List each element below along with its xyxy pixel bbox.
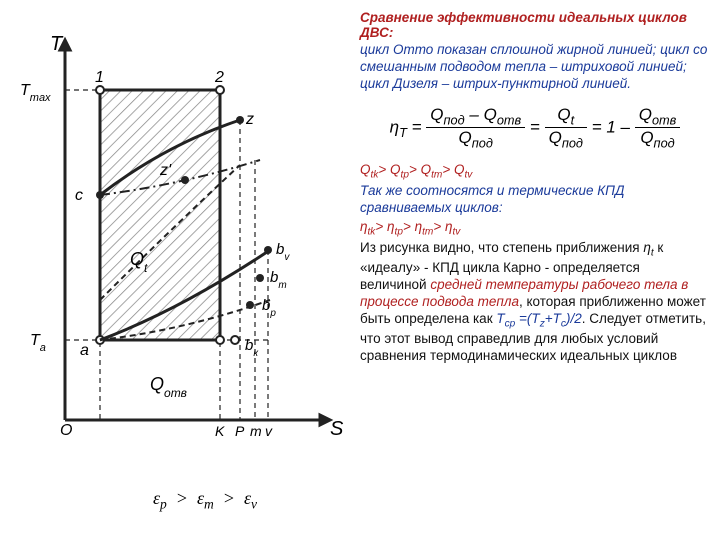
svg-text:bv: bv bbox=[276, 241, 290, 263]
svg-text:v: v bbox=[265, 423, 273, 439]
origin-label: O bbox=[60, 422, 72, 439]
svg-text:bm: bm bbox=[270, 269, 287, 291]
so-text: Так же соотносятся и термические КПД сра… bbox=[360, 183, 710, 217]
text-column: Сравнение эффективности идеальных циклов… bbox=[360, 10, 710, 365]
svg-text:Qотв: Qотв bbox=[150, 374, 187, 400]
ts-diagram: T S O 1 2 Tmax Ta a c z z bbox=[10, 20, 350, 460]
svg-text:Tmax: Tmax bbox=[20, 82, 51, 104]
svg-text:z: z bbox=[245, 111, 254, 128]
svg-text:1: 1 bbox=[95, 69, 104, 86]
eta-inequality: ηtk> ηtp> ηtm> ηtv bbox=[360, 219, 710, 238]
svg-text:z': z' bbox=[159, 162, 172, 179]
svg-text:a: a bbox=[80, 342, 89, 359]
q-inequality: Qtk> Qtp> Qtm> Qtv bbox=[360, 162, 710, 181]
axis-T-label: T bbox=[50, 33, 64, 55]
eta-formula: ηT = Qпод – QотвQпод = QtQпод = 1 – Qотв… bbox=[360, 105, 710, 151]
axis-S-label: S bbox=[330, 418, 344, 440]
svg-text:2: 2 bbox=[214, 69, 224, 86]
svg-text:bp: bp bbox=[262, 297, 276, 319]
svg-text:P: P bbox=[235, 423, 245, 439]
body-paragraph: Из рисунка видно, что степень приближени… bbox=[360, 240, 710, 365]
intro-text: цикл Отто показан сплошной жирной линией… bbox=[360, 42, 710, 93]
title: Сравнение эффективности идеальных циклов… bbox=[360, 10, 710, 40]
svg-text:c: c bbox=[75, 187, 83, 204]
svg-text:Ta: Ta bbox=[30, 332, 46, 354]
svg-text:K: K bbox=[215, 423, 225, 439]
epsilon-inequality: εp > εm > εv bbox=[75, 488, 335, 513]
svg-text:m: m bbox=[250, 423, 262, 439]
